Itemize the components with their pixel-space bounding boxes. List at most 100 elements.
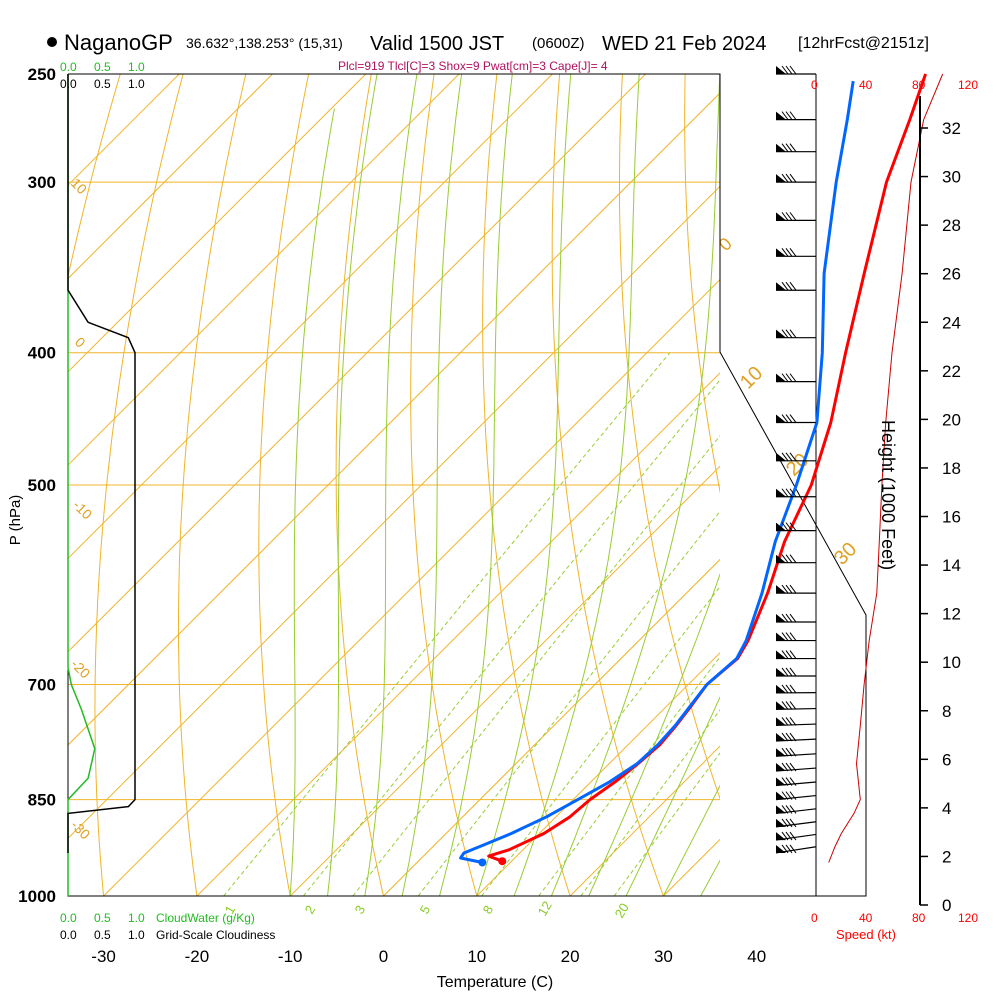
dewpoint-curve (459, 80, 855, 864)
height-tick-label: 20 (942, 410, 961, 429)
station-dot-icon (47, 37, 57, 47)
dewpoint-surface-dot (478, 858, 487, 867)
pressure-tick-label: 850 (28, 791, 56, 810)
isotherm-labels: 10 0 -10 -20 -30 0 10 20 30 (68, 175, 861, 843)
sounding-curves (459, 73, 928, 867)
moist-adiabat (439, 74, 513, 896)
cloud-water-line (67, 74, 96, 896)
isotherm-label: 10 (68, 175, 90, 197)
mixing-ratio-line (223, 352, 671, 896)
mixing-ratio-label: 5 (417, 903, 434, 917)
speed-scale-bottom: 0 40 80 120 Speed (kt) (811, 911, 978, 942)
dry-adiabat (258, 74, 310, 896)
dry-adiabat (684, 74, 720, 494)
isotherm (289, 465, 720, 896)
isotherm-label: 0 (72, 334, 89, 351)
wind-barb (776, 173, 816, 183)
mixing-ratio-lines (223, 352, 720, 896)
cloud-scale-bottom: 0.0 0.5 1.0 CloudWater (g/Kg) 0.0 0.5 1.… (60, 911, 275, 942)
mixing-ratio-line (481, 585, 720, 896)
height-tick-label: 2 (942, 847, 951, 866)
cloud-water-tick: 1.0 (128, 60, 145, 74)
mixing-ratio-line (613, 752, 720, 896)
pressure-axis-label: P (hPa) (7, 495, 24, 546)
isotherm (68, 74, 273, 280)
mixing-ratio-line (417, 510, 720, 896)
wind-barb (775, 747, 817, 757)
cloud-water-tick: 0.5 (94, 911, 111, 925)
height-tick-label: 8 (942, 702, 951, 721)
mixing-ratio-label: 20 (612, 900, 632, 920)
temperature-tick-label: -10 (278, 947, 303, 966)
height-tick-label: 16 (942, 508, 961, 527)
height-axis-label: Height (1000 Feet) (878, 420, 898, 570)
moist-adiabat (289, 108, 335, 896)
temperature-surface-dot (498, 857, 507, 866)
valid-zulu: (0600Z) (532, 35, 585, 52)
isotherm-label: -20 (68, 656, 94, 682)
wind-barb (776, 65, 816, 75)
isotherm (68, 185, 720, 840)
height-tick-label: 32 (942, 119, 961, 138)
wind-barb (776, 143, 816, 153)
wind-barb (775, 805, 817, 815)
cloudiness-line (67, 74, 136, 853)
isotherm (68, 74, 647, 653)
wind-barb (776, 522, 816, 532)
speed-scale-top: 0 40 80 120 (811, 78, 978, 92)
isotherm-label: -30 (68, 817, 94, 843)
height-tick-label: 28 (942, 216, 961, 235)
cloud-water-tick: 0.5 (94, 60, 111, 74)
dry-adiabat (619, 74, 720, 800)
station-coords: 36.632°,138.253° (15,31) (186, 35, 343, 51)
pressure-tick-label: 300 (28, 173, 56, 192)
moist-adiabat (327, 74, 378, 896)
wind-barb (775, 762, 817, 772)
stability-indices: Plcl=919 Tlcl[C]=3 Shox=9 Pwat[cm]=3 Cap… (338, 59, 608, 73)
temperature-tick-label: -30 (91, 947, 116, 966)
wind-barbs (775, 65, 817, 854)
pressure-ticks: 250 300 400 500 700 850 1000 (18, 65, 56, 906)
valid-time: Valid 1500 JST (370, 33, 504, 55)
pressure-tick-label: 500 (28, 476, 56, 495)
temperature-ticks: -30 -20 -10 0 10 20 30 40 (91, 947, 766, 966)
wind-barb (776, 632, 816, 642)
wind-barb (775, 818, 817, 828)
cloudiness-tick: 0.5 (94, 928, 111, 942)
temperature-tick-label: 30 (654, 947, 673, 966)
dry-adiabat (936, 74, 1000, 896)
wind-barb (776, 667, 816, 677)
wind-barb (776, 488, 816, 498)
temperature-axis-label: Temperature (C) (437, 974, 553, 991)
height-tick-label: 0 (942, 896, 951, 915)
wind-barb (775, 732, 817, 742)
wind-barb (775, 831, 817, 841)
pressure-tick-label: 400 (28, 344, 56, 363)
cloudiness-tick: 0.0 (60, 77, 77, 91)
isotherm (850, 74, 1000, 896)
wind-barb (776, 373, 816, 383)
temperature-curve (487, 73, 928, 863)
wind-barb (776, 452, 816, 462)
mixing-ratio-label: 3 (352, 903, 369, 917)
moist-adiabat (662, 784, 720, 896)
wind-barb (776, 613, 816, 623)
cloud-profiles (67, 74, 136, 896)
height-tick-label: 4 (942, 799, 951, 818)
wind-speed-line (828, 73, 944, 863)
isotherm (68, 92, 720, 746)
height-tick-label: 30 (942, 168, 961, 187)
wind-barb (775, 717, 817, 727)
dry-adiabat (811, 74, 1000, 896)
speed-tick: 40 (859, 78, 873, 92)
wind-barb (775, 777, 817, 787)
pressure-tick-label: 250 (28, 65, 56, 84)
dry-adiabat (410, 74, 478, 896)
speed-tick: 40 (859, 911, 873, 925)
moist-adiabat (364, 74, 418, 896)
temperature-tick-label: 10 (467, 947, 486, 966)
mixing-ratio-line (303, 379, 720, 896)
mixing-ratio-line (352, 435, 720, 896)
cloud-water-label: CloudWater (g/Kg) (156, 911, 255, 925)
